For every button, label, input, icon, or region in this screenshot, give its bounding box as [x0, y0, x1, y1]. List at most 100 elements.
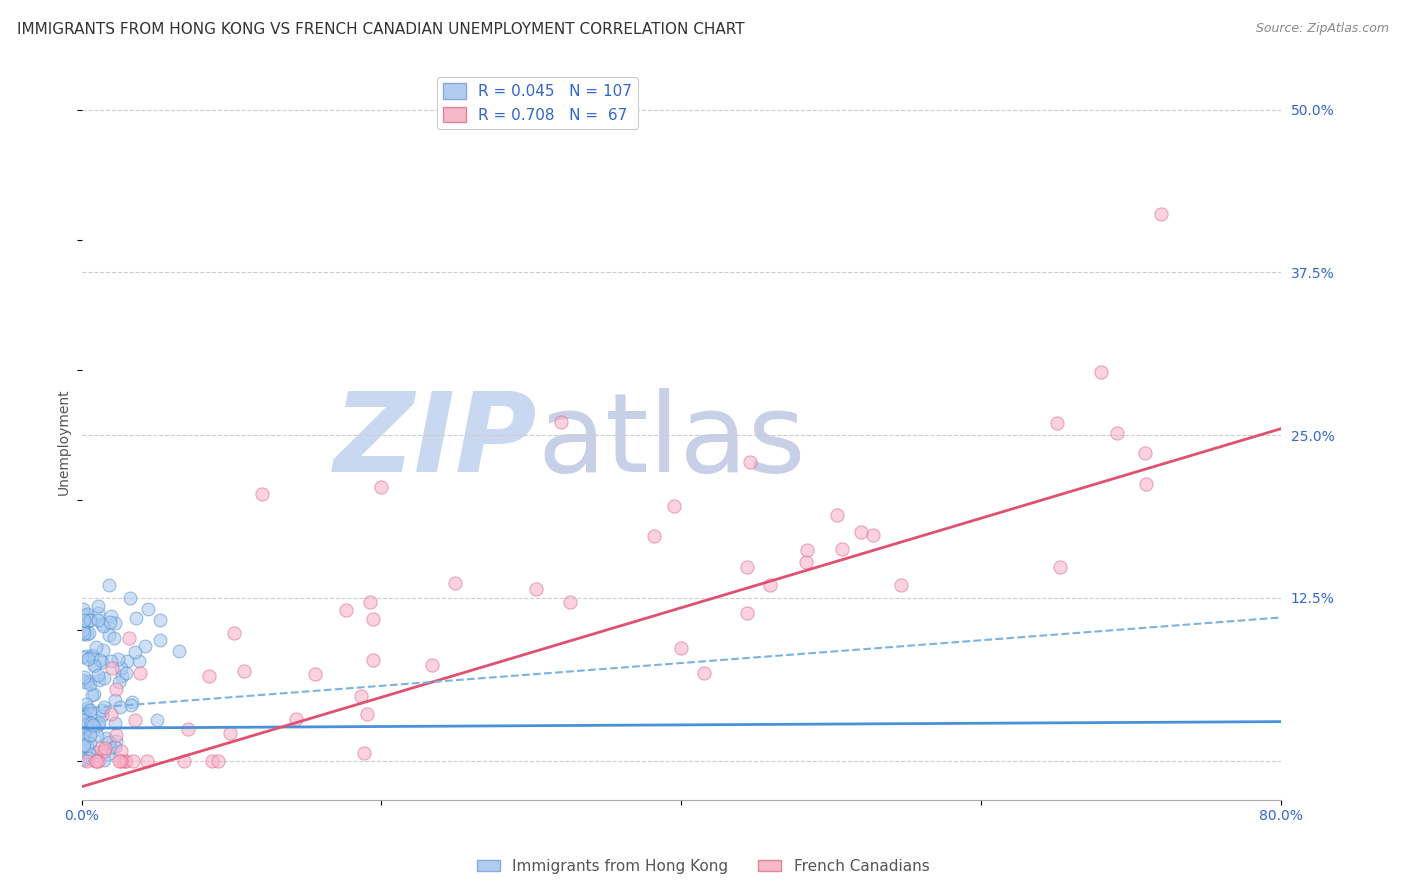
Point — [73, 738, 96, 752]
Point — [72, 714, 94, 728]
Point — [110, 744, 132, 758]
Point — [84, 754, 107, 768]
Point — [79, 728, 101, 742]
Point — [359, 595, 381, 609]
Point — [643, 529, 665, 543]
Point — [693, 666, 716, 681]
Point — [121, 695, 143, 709]
Point — [138, 602, 160, 616]
Point — [110, 661, 132, 675]
Point — [89, 715, 111, 730]
Point — [75, 704, 97, 718]
Point — [219, 725, 242, 739]
Point — [107, 675, 129, 690]
Point — [75, 728, 97, 742]
Point — [90, 740, 112, 755]
Point — [90, 703, 112, 717]
Point — [89, 653, 111, 667]
Point — [79, 706, 101, 721]
Point — [100, 707, 122, 722]
Point — [93, 671, 115, 685]
Point — [233, 664, 256, 678]
Point — [115, 654, 138, 668]
Point — [103, 632, 125, 646]
Point — [100, 661, 122, 675]
Point — [201, 754, 224, 768]
Point — [93, 700, 115, 714]
Point — [75, 608, 97, 623]
Point — [1150, 207, 1173, 221]
Point — [1090, 365, 1112, 379]
Point — [80, 648, 103, 662]
Point — [76, 701, 98, 715]
Point — [98, 735, 121, 749]
Point — [72, 739, 94, 753]
Point — [91, 617, 114, 632]
Point — [98, 627, 121, 641]
Point — [134, 639, 156, 653]
Point — [662, 499, 685, 513]
Point — [84, 754, 107, 768]
Point — [70, 752, 93, 766]
Point — [75, 648, 97, 663]
Point — [250, 487, 273, 501]
Point — [849, 524, 872, 539]
Point — [198, 669, 221, 683]
Point — [120, 698, 142, 713]
Point — [740, 455, 762, 469]
Point — [79, 715, 101, 730]
Point — [79, 625, 101, 640]
Point — [80, 688, 103, 702]
Point — [111, 669, 134, 683]
Point — [363, 612, 385, 626]
Point — [73, 614, 96, 628]
Point — [285, 712, 308, 726]
Point — [831, 541, 853, 556]
Point — [104, 692, 127, 706]
Point — [79, 673, 101, 688]
Text: Source: ZipAtlas.com: Source: ZipAtlas.com — [1256, 22, 1389, 36]
Point — [75, 614, 97, 628]
Point — [77, 751, 100, 765]
Point — [794, 555, 817, 569]
Point — [76, 607, 98, 622]
Point — [444, 576, 467, 591]
Point — [149, 613, 172, 627]
Point — [83, 687, 105, 701]
Point — [77, 747, 100, 762]
Point — [669, 640, 692, 655]
Point — [86, 667, 108, 681]
Point — [737, 560, 759, 574]
Point — [87, 606, 110, 620]
Point — [76, 754, 98, 768]
Point — [72, 627, 94, 641]
Point — [108, 754, 131, 768]
Point — [96, 747, 118, 762]
Point — [76, 627, 98, 641]
Point — [1105, 425, 1128, 440]
Point — [72, 623, 94, 637]
Point — [93, 744, 115, 758]
Point — [304, 666, 326, 681]
Point — [100, 741, 122, 756]
Point — [129, 665, 152, 680]
Point — [75, 697, 97, 711]
Point — [73, 675, 96, 690]
Point — [121, 754, 143, 768]
Point — [79, 736, 101, 750]
Point — [79, 703, 101, 717]
Point — [796, 543, 818, 558]
Point — [70, 724, 93, 739]
Point — [100, 654, 122, 668]
Point — [104, 728, 127, 742]
Point — [79, 677, 101, 691]
Point — [1133, 446, 1156, 460]
Point — [167, 644, 190, 658]
Point — [83, 658, 105, 673]
Point — [104, 716, 127, 731]
Point — [207, 754, 229, 768]
Point — [72, 650, 94, 665]
Point — [136, 754, 159, 768]
Point — [759, 577, 782, 591]
Point — [87, 599, 110, 614]
